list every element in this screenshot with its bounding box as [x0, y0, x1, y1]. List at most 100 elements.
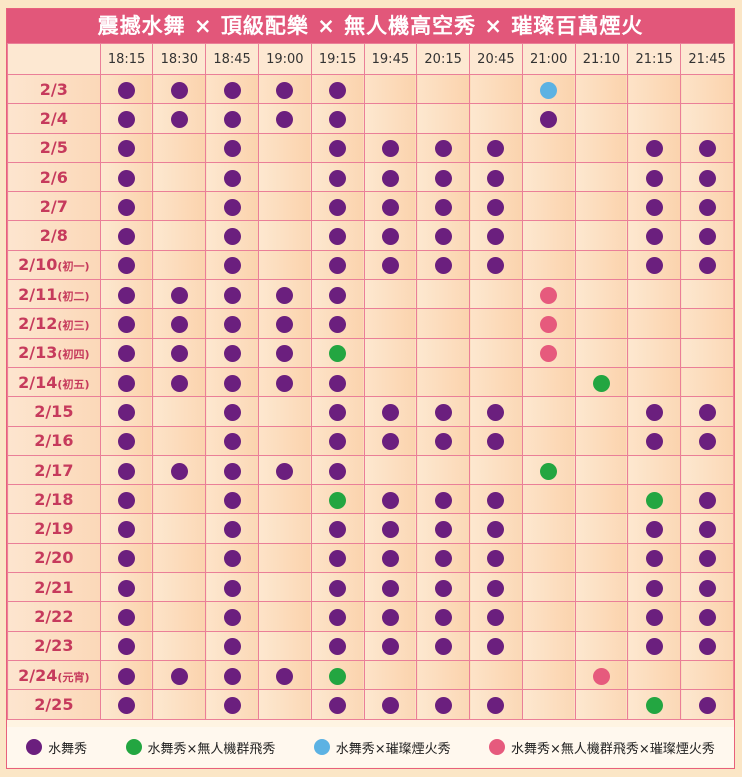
- schedule-cell: [99, 337, 154, 368]
- show-dot-icon: [487, 198, 505, 216]
- show-dot-icon: [223, 579, 241, 597]
- legend-item: 水舞秀×無人機群飛秀×璀璨煙火秀: [489, 738, 715, 757]
- schedule-cell: [99, 454, 154, 486]
- show-dot-icon: [329, 403, 347, 421]
- show-dot-icon: [223, 374, 241, 392]
- date-label: 2/25: [7, 689, 101, 720]
- schedule-cell: [469, 220, 523, 251]
- schedule-cell: [627, 425, 682, 456]
- show-dot-icon: [223, 140, 241, 158]
- show-dot-icon: [118, 433, 136, 451]
- schedule-cell: [99, 542, 154, 574]
- schedule-cell: [680, 454, 734, 486]
- date-text: 2/20: [34, 548, 74, 568]
- date-text: 2/11: [18, 284, 58, 304]
- schedule-cell: [205, 659, 259, 691]
- schedule-cell: [205, 249, 259, 281]
- schedule-cell: [521, 659, 576, 691]
- schedule-row: 2/19: [7, 513, 734, 544]
- schedule-row: 2/16: [7, 425, 734, 456]
- show-dot-icon: [487, 228, 505, 246]
- show-dot-icon: [540, 462, 558, 480]
- schedule-cell: [627, 542, 682, 574]
- schedule-cell: [310, 689, 365, 720]
- schedule-cell: [363, 279, 418, 310]
- schedule-cell: [416, 279, 471, 310]
- schedule-cell: [680, 484, 734, 515]
- show-dot-icon: [434, 140, 452, 158]
- schedule-cell: [627, 572, 682, 603]
- schedule-cell: [521, 103, 576, 134]
- show-dot-icon: [434, 638, 452, 656]
- show-dot-icon: [381, 638, 399, 656]
- schedule-cell: [205, 308, 259, 339]
- schedule-cell: [680, 249, 734, 281]
- schedule-cell: [469, 161, 523, 193]
- schedule-cell: [469, 366, 523, 398]
- date-note: (初五): [57, 377, 90, 391]
- show-dot-icon: [645, 696, 663, 714]
- schedule-cell: [469, 601, 523, 632]
- schedule-cell: [257, 601, 312, 632]
- show-dot-icon: [329, 638, 347, 656]
- schedule-cell: [469, 542, 523, 574]
- show-dot-icon: [118, 374, 136, 392]
- schedule-row: 2/3: [7, 73, 734, 105]
- schedule-cell: [416, 249, 471, 281]
- date-text: 2/25: [34, 694, 74, 714]
- schedule-cell: [627, 161, 682, 193]
- show-dot-icon: [487, 579, 505, 597]
- schedule-row: 2/20: [7, 542, 734, 574]
- schedule-cell: [257, 366, 312, 398]
- schedule-cell: [627, 630, 682, 661]
- schedule-cell: [99, 73, 154, 105]
- schedule-cell: [205, 572, 259, 603]
- schedule-cell: [310, 659, 365, 691]
- show-dot-icon: [381, 579, 399, 597]
- show-dot-icon: [698, 521, 716, 539]
- time-header: 18:45: [205, 43, 259, 75]
- schedule-cell: [152, 366, 207, 398]
- date-text: 2/14: [18, 372, 58, 392]
- show-dot-icon: [118, 81, 136, 99]
- schedule-cell: [680, 366, 734, 398]
- show-dot-icon: [698, 491, 716, 509]
- schedule-cell: [152, 513, 207, 544]
- show-dot-icon: [645, 403, 663, 421]
- legend-label: 水舞秀×無人機群飛秀×璀璨煙火秀: [511, 741, 715, 757]
- show-dot-icon: [223, 169, 241, 187]
- schedule-cell: [363, 73, 418, 105]
- schedule-cell: [257, 337, 312, 368]
- date-label: 2/17: [7, 454, 101, 486]
- date-text: 2/23: [34, 636, 74, 656]
- schedule-cell: [310, 454, 365, 486]
- schedule-cell: [205, 484, 259, 515]
- schedule-cell: [521, 337, 576, 368]
- date-text: 2/22: [34, 606, 74, 626]
- show-dot-icon: [592, 374, 610, 392]
- show-dot-icon: [223, 345, 241, 363]
- time-header: 19:45: [363, 43, 418, 75]
- schedule-cell: [627, 308, 682, 339]
- schedule-cell: [257, 484, 312, 515]
- show-dot-icon: [592, 667, 610, 685]
- show-dot-icon: [434, 257, 452, 275]
- show-dot-icon: [434, 228, 452, 246]
- time-header: 21:10: [574, 43, 629, 75]
- schedule-cell: [469, 513, 523, 544]
- schedule-cell: [574, 249, 629, 281]
- schedule-cell: [680, 191, 734, 222]
- date-text: 2/16: [34, 431, 74, 451]
- schedule-cell: [680, 396, 734, 427]
- date-note: (初二): [57, 289, 90, 303]
- schedule-cell: [205, 103, 259, 134]
- schedule-cell: [416, 132, 471, 163]
- show-dot-icon: [645, 608, 663, 626]
- show-dot-icon: [698, 638, 716, 656]
- show-dot-icon: [329, 169, 347, 187]
- show-dot-icon: [381, 521, 399, 539]
- show-dot-icon: [170, 316, 188, 334]
- show-dot-icon: [487, 608, 505, 626]
- schedule-row: 2/25: [7, 689, 734, 720]
- schedule-cell: [680, 601, 734, 632]
